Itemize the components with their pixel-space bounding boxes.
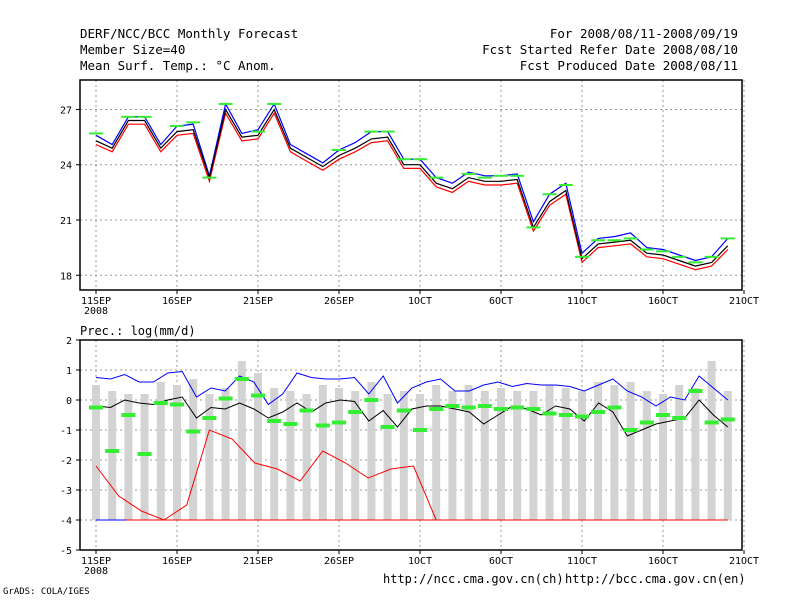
precip-range-bar	[723, 391, 732, 520]
temp-mean-line	[95, 107, 729, 267]
precip-range-bar	[561, 388, 570, 520]
y-tick-label: 0	[66, 396, 72, 407]
precip-range-bar	[270, 388, 279, 520]
precip-range-bar	[92, 385, 100, 520]
x-tick-label: 11OCT	[567, 556, 597, 567]
precip-lower-line	[95, 429, 459, 521]
x-tick-label: 16SEP	[162, 296, 192, 307]
precip-range-bar	[124, 394, 133, 520]
x-tick-label: 16OCT	[648, 556, 678, 567]
precip-range-bar	[594, 382, 603, 520]
y-tick-label: 1	[66, 366, 72, 377]
y-tick-label: 21	[60, 216, 72, 227]
precip-upper-line	[95, 370, 729, 407]
y-tick-label: 27	[60, 105, 72, 116]
precip-range-bar	[140, 394, 149, 520]
x-tick-label: 6OCT	[489, 296, 513, 307]
precip-range-bar	[399, 391, 408, 520]
x-tick-label: 1OCT	[408, 296, 432, 307]
x-tick-label: 26SEP	[324, 296, 354, 307]
precip-range-bar	[367, 382, 376, 520]
precip-range-bar	[675, 385, 684, 520]
precip-range-bar	[610, 385, 619, 520]
y-tick-label: -5	[60, 546, 72, 557]
x-tick-label: 26SEP	[324, 556, 354, 567]
precip-range-bar	[691, 388, 700, 520]
ncc-link[interactable]: http://ncc.cma.gov.cn(ch)	[383, 572, 564, 586]
precip-range-bar	[286, 391, 295, 520]
start-date: Fcst Started Refer Date 2008/08/10	[482, 42, 738, 57]
precip-plot-frame	[79, 339, 743, 551]
precip-range-bar	[464, 385, 473, 520]
precip-mean-line	[95, 396, 729, 437]
y-tick-label: -2	[60, 456, 72, 467]
x-tick-label: 11SEP	[81, 556, 111, 567]
x-tick-label: 6OCT	[489, 556, 513, 567]
precip-range-bar	[335, 388, 343, 520]
precip-range-bar	[480, 391, 489, 520]
precip-range-bar	[205, 394, 214, 520]
x-tick-label: 21OCT	[729, 556, 759, 567]
x-tick-label: 21SEP	[243, 556, 273, 567]
precip-range-bar	[221, 388, 230, 520]
precip-range-bar	[318, 385, 327, 520]
forecast-period: For 2008/08/11-2008/09/19	[549, 26, 738, 41]
variable-label: Mean Surf. Temp.: °C Anom.	[80, 58, 276, 73]
y-tick-label: -3	[60, 486, 72, 497]
precip-range-bar	[237, 361, 246, 520]
precip-range-bar	[578, 391, 586, 520]
precip-range-bar	[642, 391, 651, 520]
precip-range-bar	[416, 394, 424, 520]
precip-range-bar	[156, 382, 165, 520]
y-tick-label: 18	[60, 271, 72, 282]
precip-range-bar	[302, 394, 311, 520]
x-tick-label: 16SEP	[162, 556, 192, 567]
member-size: Member Size=40	[80, 42, 186, 57]
temp-lower-line	[95, 111, 729, 271]
precip-range-bar	[659, 394, 667, 520]
y-tick-label: -4	[60, 516, 72, 527]
x-tick-label: 11SEP	[81, 296, 111, 307]
x-year-label: 2008	[84, 306, 108, 317]
temp-plot-frame	[79, 79, 743, 291]
precip-range-bar	[513, 391, 522, 520]
y-tick-label: 24	[60, 161, 72, 172]
precip-range-bar	[108, 391, 117, 520]
temp-upper-line	[95, 102, 729, 262]
x-tick-label: 21SEP	[243, 296, 273, 307]
precip-range-bar	[707, 361, 716, 520]
x-tick-label: 11OCT	[567, 296, 597, 307]
precip-range-bar	[173, 385, 181, 520]
precip-range-bar	[254, 373, 262, 520]
x-year-label: 2008	[84, 566, 108, 577]
precip-range-bar	[529, 391, 538, 520]
precip-title: Prec.: log(mm/d)	[80, 324, 196, 338]
y-tick-label: 2	[66, 336, 72, 347]
precip-range-bar	[351, 391, 360, 520]
precip-range-bar	[432, 385, 441, 520]
precip-range-bar	[497, 388, 505, 520]
x-tick-label: 1OCT	[408, 556, 432, 567]
chart-title: DERF/NCC/BCC Monthly Forecast	[80, 26, 299, 41]
precip-range-bar	[383, 394, 392, 520]
precip-range-bar	[448, 391, 457, 520]
grads-credit: GrADS: COLA/IGES	[3, 587, 90, 597]
bcc-link[interactable]: http://bcc.cma.gov.cn(en)	[565, 572, 746, 586]
precip-range-bar	[545, 385, 554, 520]
x-tick-label: 21OCT	[729, 296, 759, 307]
precip-range-bar	[189, 379, 198, 520]
x-tick-label: 16OCT	[648, 296, 678, 307]
y-tick-label: -1	[60, 426, 72, 437]
produced-date: Fcst Produced Date 2008/08/11	[519, 58, 738, 73]
precip-range-bar	[626, 382, 635, 520]
